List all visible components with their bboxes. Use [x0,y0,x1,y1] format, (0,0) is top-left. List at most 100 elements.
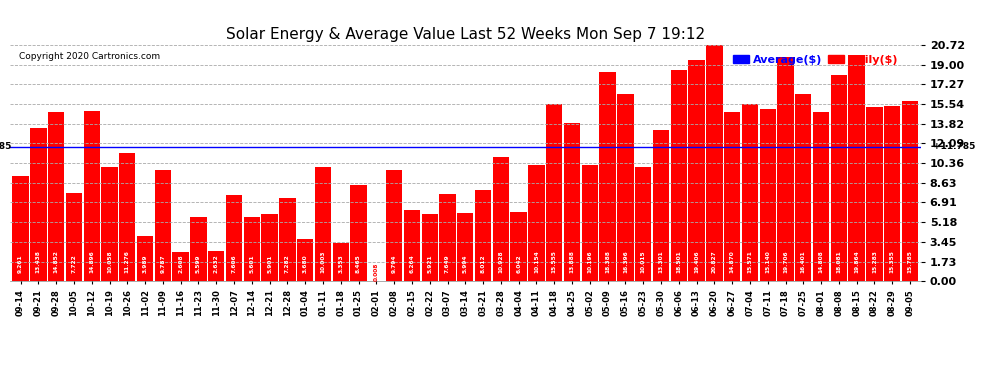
Bar [422,214,438,281]
Text: 7.722: 7.722 [71,255,76,273]
Text: 5.599: 5.599 [196,255,201,273]
Bar [475,190,491,281]
Bar [386,170,402,281]
Bar [759,109,776,281]
Text: 19.864: 19.864 [854,251,859,273]
Bar [564,123,580,281]
Text: 20.827: 20.827 [712,251,717,273]
Bar [119,153,136,281]
Text: 15.140: 15.140 [765,251,770,273]
Text: 13.888: 13.888 [569,251,574,273]
Text: 14.870: 14.870 [730,251,735,273]
Bar [777,57,794,281]
Bar [244,217,260,281]
Text: 16.396: 16.396 [623,251,628,273]
Bar [226,195,243,281]
Text: 9.787: 9.787 [160,255,165,273]
Text: 14.808: 14.808 [819,251,824,273]
Bar [154,170,171,281]
Text: 15.555: 15.555 [551,251,556,273]
Text: 18.081: 18.081 [837,251,842,273]
Bar [457,213,473,281]
Text: 2.632: 2.632 [214,255,219,273]
Bar [884,106,901,281]
Bar [172,252,189,281]
Title: Solar Energy & Average Value Last 52 Weeks Mon Sep 7 19:12: Solar Energy & Average Value Last 52 Wee… [226,27,705,42]
Text: 15.785: 15.785 [908,251,913,273]
Text: 16.401: 16.401 [801,251,806,273]
Text: Copyright 2020 Cartronics.com: Copyright 2020 Cartronics.com [19,52,160,61]
Bar [208,251,225,281]
Bar [706,44,723,281]
Text: 19.406: 19.406 [694,251,699,273]
Bar [261,214,278,281]
Bar [65,193,82,281]
Bar [190,217,207,281]
Text: 10.154: 10.154 [534,251,539,273]
Text: 14.896: 14.896 [89,251,94,273]
Text: 10.058: 10.058 [107,251,112,273]
Text: 5.901: 5.901 [267,255,272,273]
Bar [546,104,562,281]
Text: 10.928: 10.928 [498,251,503,273]
Text: 3.989: 3.989 [143,255,148,273]
Bar [617,94,634,281]
Text: 10.015: 10.015 [641,251,645,273]
Legend: Average($), Daily($): Average($), Daily($) [729,51,902,69]
Text: 10.196: 10.196 [587,251,592,273]
Text: 6.264: 6.264 [410,255,415,273]
Bar [279,198,296,281]
Bar [866,107,883,281]
Bar [48,112,64,281]
Bar [440,194,455,281]
Bar [529,165,545,281]
Bar [813,112,830,281]
Bar [137,236,153,281]
Bar [511,212,527,281]
Text: 3.680: 3.680 [303,255,308,273]
Bar [83,111,100,281]
Bar [652,130,669,281]
Bar [599,72,616,281]
Bar [30,128,47,281]
Text: 8.012: 8.012 [480,255,485,273]
Bar [635,167,651,281]
Bar [493,157,509,281]
Text: 5.921: 5.921 [428,255,433,273]
Text: 5.601: 5.601 [249,255,254,273]
Bar [13,176,29,281]
Bar [333,243,348,281]
Bar [404,210,420,281]
Bar [688,60,705,281]
Text: 2.608: 2.608 [178,255,183,273]
Text: 18.388: 18.388 [605,251,610,273]
Text: 8.465: 8.465 [356,255,361,273]
Text: 7.649: 7.649 [446,255,450,273]
Text: 15.283: 15.283 [872,251,877,273]
Text: 15.571: 15.571 [747,251,752,273]
Text: 7.282: 7.282 [285,255,290,273]
Text: 0.008: 0.008 [374,262,379,280]
Text: 6.042: 6.042 [516,255,521,273]
Text: 9.794: 9.794 [392,255,397,273]
Bar [101,166,118,281]
Text: 14.852: 14.852 [53,251,58,273]
Bar [831,75,847,281]
Text: +11.785: +11.785 [934,142,975,152]
Bar [742,104,758,281]
Text: 13.438: 13.438 [36,251,41,273]
Bar [724,112,741,281]
Bar [902,101,918,281]
Text: +11.785: +11.785 [0,142,12,152]
Text: 19.706: 19.706 [783,251,788,273]
Text: 13.301: 13.301 [658,251,663,273]
Text: 18.501: 18.501 [676,251,681,273]
Text: 7.606: 7.606 [232,255,237,273]
Bar [297,239,314,281]
Text: 10.003: 10.003 [321,251,326,273]
Text: 9.261: 9.261 [18,255,23,273]
Bar [795,94,812,281]
Text: 15.355: 15.355 [890,251,895,273]
Bar [582,165,598,281]
Text: 3.353: 3.353 [339,255,344,273]
